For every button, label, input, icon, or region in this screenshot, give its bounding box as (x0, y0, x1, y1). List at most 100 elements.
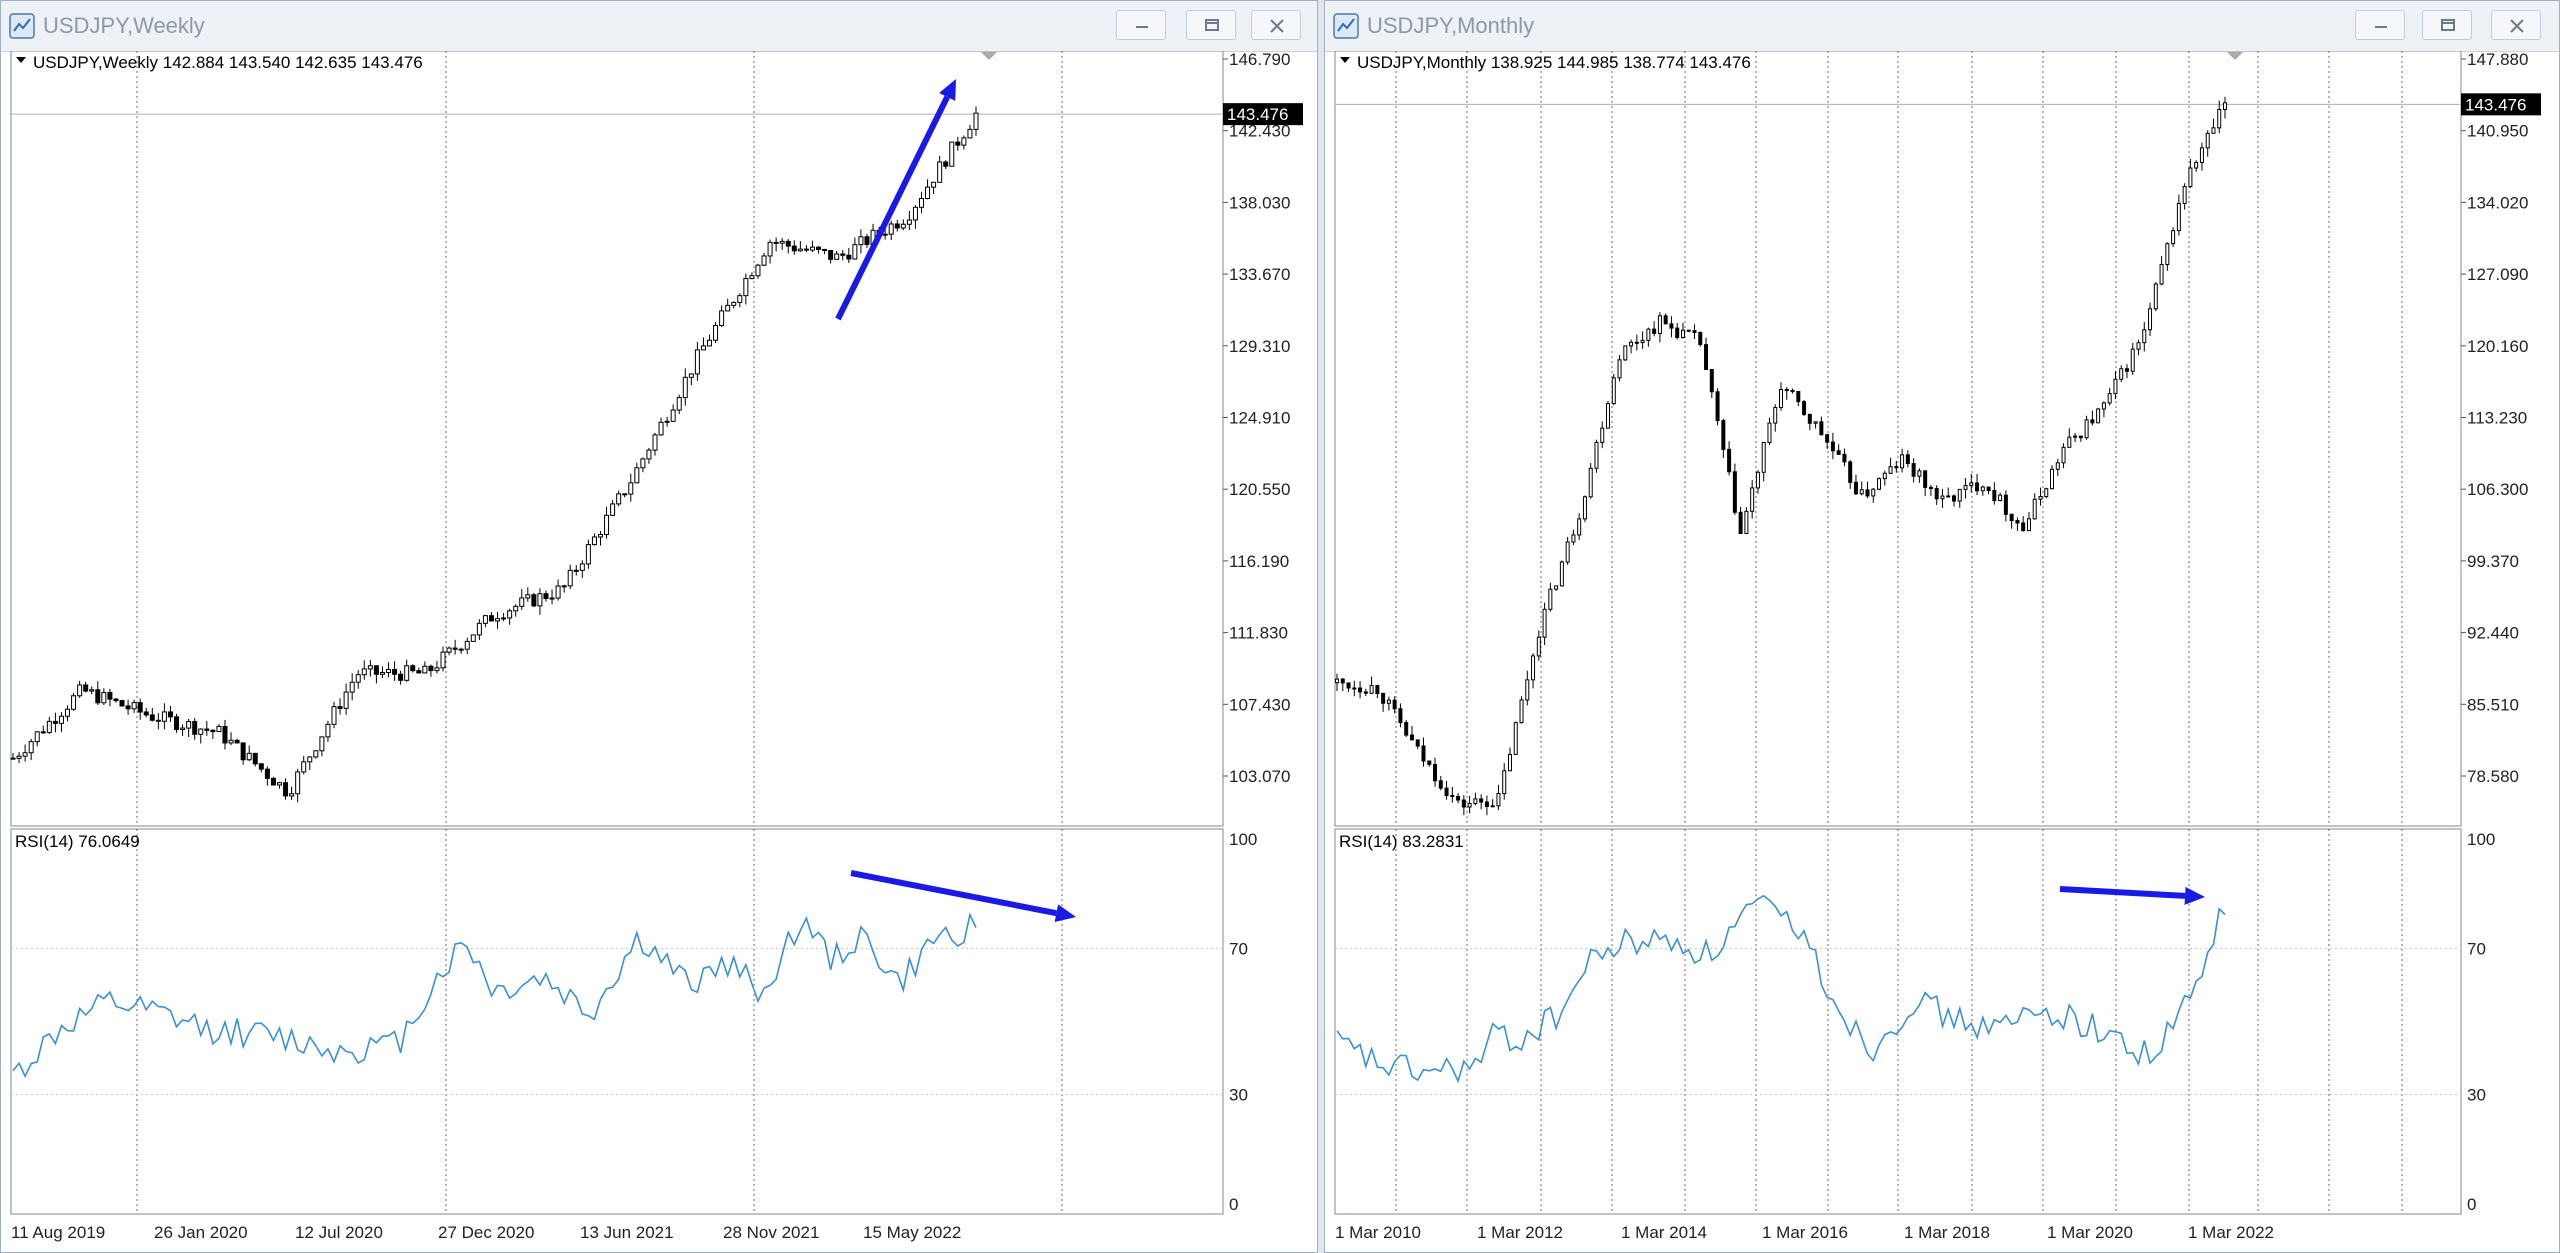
candle-body (119, 700, 125, 707)
candle-body (488, 615, 494, 622)
price-panel (10, 51, 1224, 827)
symbol-info-label: USDJPY,Monthly 138.925 144.985 138.774 1… (1357, 53, 1751, 72)
candle-body (573, 569, 579, 572)
candle-body (561, 585, 567, 588)
candle-body (2084, 419, 2089, 439)
date-tick-label: 27 Dec 2020 (438, 1223, 534, 1242)
price-tick-label: 85.510 (2467, 695, 2519, 714)
candle-body (664, 420, 670, 423)
close-button[interactable] (2491, 10, 2541, 40)
candle-body (610, 503, 616, 516)
candle-body (834, 253, 840, 260)
candle-body (331, 706, 337, 725)
candle-body (809, 246, 815, 251)
candle-body (1750, 487, 1755, 512)
candle-body (579, 563, 585, 571)
candle-body (210, 729, 216, 733)
window-titlebar[interactable]: USDJPY,Weekly (1, 1, 1317, 52)
candle-body (228, 739, 234, 744)
restore-button[interactable] (2422, 10, 2472, 40)
candle-body (1340, 678, 1345, 684)
rsi-tick-label: 0 (1229, 1195, 1238, 1214)
candle-body (313, 750, 319, 758)
candle-body (2026, 518, 2031, 532)
minimize-button[interactable] (2355, 10, 2405, 40)
candle-body (1963, 485, 1968, 490)
candle-body (40, 731, 46, 734)
candle-body (1565, 541, 1570, 563)
candle-body (973, 112, 979, 130)
candle-body (785, 240, 791, 247)
candle-body (1577, 518, 1582, 536)
candle-body (591, 536, 597, 546)
chart-app-icon (1333, 13, 1359, 39)
weekly-chart-area[interactable]: 146.790 142.430 138.030 133.670 129.310 124.9… (1, 51, 1317, 1253)
candle-body (737, 295, 743, 303)
candle-body (688, 373, 694, 378)
candle-body (289, 793, 295, 797)
window-titlebar[interactable]: USDJPY,Monthly (1325, 1, 2559, 52)
candle-body (1807, 413, 1812, 424)
candle-body (1606, 403, 1611, 429)
candle-body (198, 728, 204, 735)
current-price-tag (2461, 93, 2541, 116)
candle-body (658, 421, 664, 436)
candle-body (1721, 420, 1726, 450)
candle-body (670, 409, 676, 422)
candle-body (1392, 699, 1397, 710)
candle-body (1363, 691, 1368, 694)
candle-body (900, 223, 906, 229)
restore-button[interactable] (1186, 10, 1236, 40)
candle-body (416, 670, 422, 674)
price-tick-label: 113.230 (2467, 409, 2527, 428)
monthly-chart-window[interactable]: USDJPY,Monthly 147.880 140.950 134.020 127.… (1324, 0, 2560, 1253)
candle-body (1802, 401, 1807, 415)
candle-body (1536, 636, 1541, 657)
symbol-info-label: USDJPY,Weekly 142.884 143.540 142.635 14… (33, 53, 423, 72)
candle-body (1767, 422, 1772, 444)
candle-body (1352, 687, 1357, 690)
candle-body (379, 672, 385, 675)
candle-body (1375, 685, 1380, 694)
candle-body (1398, 708, 1403, 724)
candle-body (2223, 102, 2227, 110)
candle-body (2050, 468, 2055, 490)
candle-body (597, 534, 603, 538)
candle-body (2171, 230, 2176, 245)
candle-body (1698, 331, 1703, 346)
candle-body (1975, 482, 1980, 492)
candle-body (1825, 434, 1830, 443)
candle-body (2182, 186, 2187, 204)
candle-body (1813, 421, 1818, 424)
price-tick-label: 146.790 (1229, 51, 1290, 69)
close-icon (2510, 19, 2524, 33)
minimize-button[interactable] (1116, 10, 1166, 40)
candle-body (912, 206, 918, 221)
candle-body (2217, 108, 2222, 129)
candle-body (2142, 329, 2147, 344)
price-tick-label: 127.090 (2467, 265, 2528, 284)
candle-body (101, 692, 107, 704)
close-button[interactable] (1251, 10, 1301, 40)
candle-body (1646, 328, 1651, 341)
candle-body (34, 731, 40, 743)
candle-body (719, 310, 725, 327)
candle-body (131, 702, 137, 710)
price-tick-label: 134.020 (2467, 193, 2528, 212)
candle-body (2130, 348, 2135, 372)
candle-body (1623, 345, 1628, 361)
price-tick-label: 133.670 (1229, 265, 1290, 284)
candle-body (761, 255, 767, 266)
candle-body (955, 141, 961, 146)
weekly-chart-window[interactable]: USDJPY,Weekly 146.790 142.430 138.030 133.6… (0, 0, 1318, 1253)
candle-body (95, 689, 101, 704)
candle-body (337, 706, 343, 709)
candle-body (2067, 436, 2072, 448)
candle-body (482, 615, 488, 624)
candle-body (749, 275, 755, 280)
candle-body (1415, 739, 1420, 747)
candle-body (1404, 722, 1409, 736)
candle-body (652, 434, 658, 451)
monthly-chart-area[interactable]: 147.880 140.950 134.020 127.090 120.160 113.2… (1325, 51, 2559, 1253)
candle-body (791, 245, 797, 252)
